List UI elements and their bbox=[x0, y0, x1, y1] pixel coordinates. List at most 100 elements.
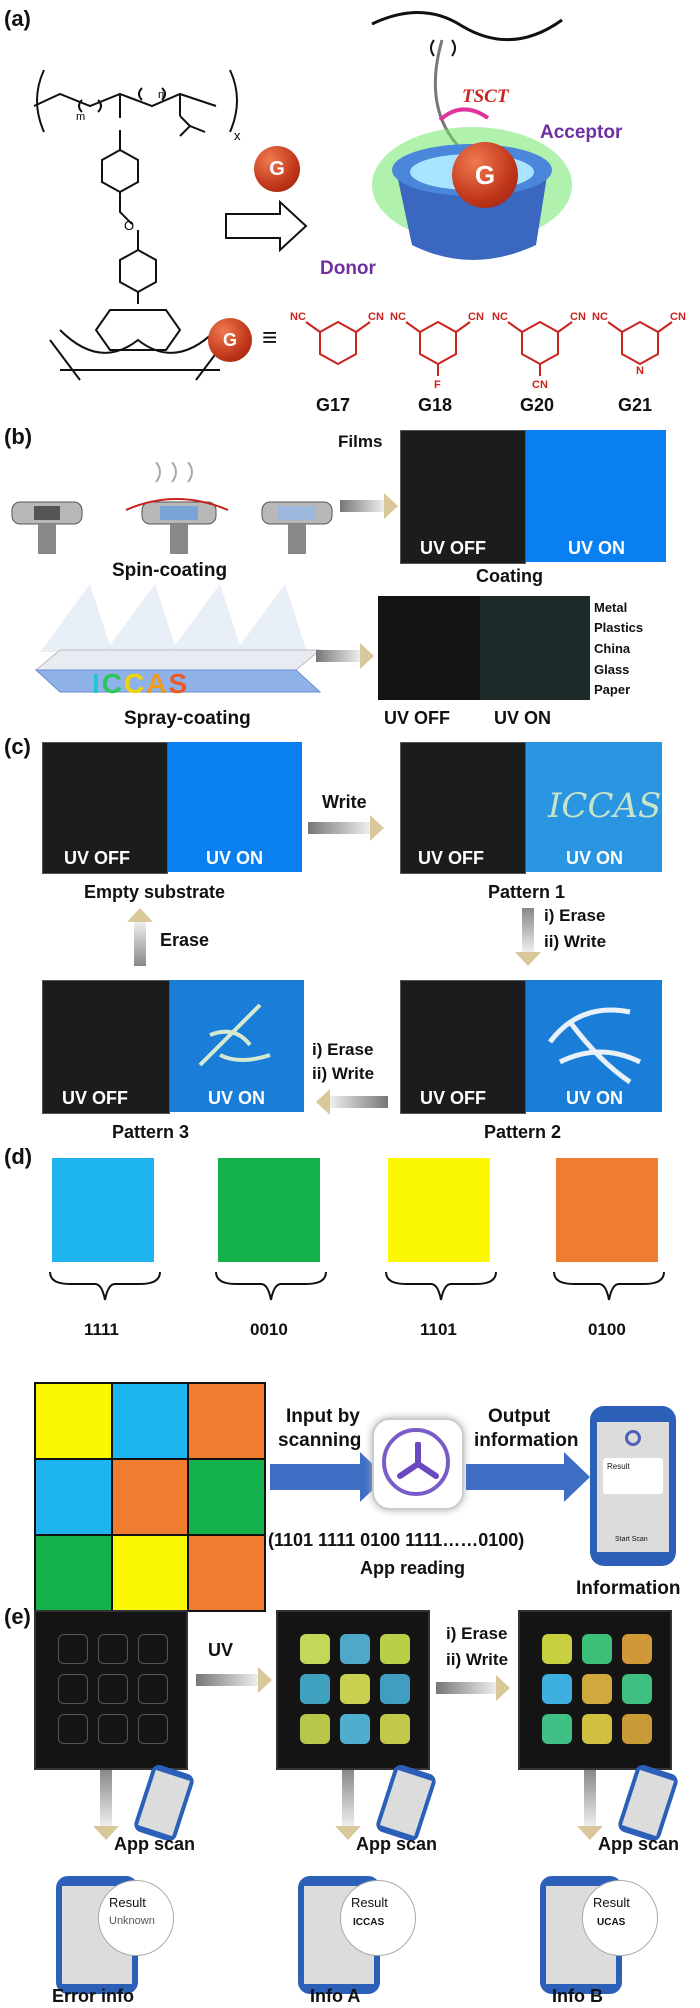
grid-cell bbox=[112, 1384, 188, 1458]
guest-label-g17: G17 bbox=[316, 395, 351, 415]
arrow-scan-3 bbox=[577, 1770, 603, 1840]
arrow-write bbox=[308, 815, 384, 841]
sub-n: n bbox=[158, 89, 164, 101]
arrow-to-pattern3 bbox=[316, 1089, 388, 1115]
guest-structures: NC CN NC CN F NC CN CN NC CN N bbox=[290, 311, 686, 391]
input-by-label: Input by bbox=[286, 1406, 360, 1427]
grid-cell bbox=[112, 1460, 188, 1534]
grid-cell bbox=[36, 1536, 111, 1610]
grid-cell bbox=[340, 1674, 370, 1704]
grid-cell bbox=[58, 1714, 88, 1744]
output-label: Output bbox=[488, 1406, 551, 1427]
pattern1-uv-on-label: UV ON bbox=[566, 848, 624, 868]
spray-coating-label: Spray-coating bbox=[124, 708, 251, 729]
pattern1-label: Pattern 1 bbox=[488, 882, 566, 902]
film-uv-on-label: UV ON bbox=[568, 538, 626, 558]
pattern-info-b-panel bbox=[518, 1610, 672, 1770]
grid-cell bbox=[189, 1536, 264, 1610]
write-label: Write bbox=[322, 792, 367, 812]
g20-cn-bottom: CN bbox=[532, 379, 548, 391]
grid-cell bbox=[98, 1674, 128, 1704]
pattern3-uv-on-label: UV ON bbox=[208, 1088, 266, 1108]
pattern1-drawing: ICCAS bbox=[548, 786, 662, 826]
info-phone-screen: Result Start Scan bbox=[597, 1422, 669, 1552]
grid-cell bbox=[36, 1384, 111, 1458]
phone-start-scan[interactable]: Start Scan bbox=[615, 1536, 648, 1543]
color-square-orange bbox=[556, 1158, 658, 1262]
pattern-info-a-panel bbox=[276, 1610, 430, 1770]
arrow-scan-1 bbox=[93, 1770, 119, 1840]
result-value-ucas: UCAS bbox=[597, 1917, 626, 1928]
pattern2-label: Pattern 2 bbox=[484, 1122, 562, 1142]
g17-nc: NC bbox=[290, 311, 306, 323]
braces bbox=[49, 1271, 665, 1301]
grid-cell bbox=[582, 1674, 612, 1704]
g18-nc: NC bbox=[390, 311, 406, 323]
grid-cell bbox=[622, 1634, 652, 1664]
app-logo bbox=[372, 1418, 464, 1510]
film-uv-off bbox=[400, 430, 526, 564]
grid-cell bbox=[98, 1634, 128, 1664]
panel-label-e: (e) bbox=[4, 1604, 31, 1629]
substrate-paper: Paper bbox=[594, 682, 631, 697]
grid-cell bbox=[98, 1714, 128, 1744]
guest-legend-ball: G bbox=[208, 318, 252, 362]
color-square-green bbox=[218, 1158, 320, 1262]
grid-cell bbox=[189, 1460, 264, 1534]
code-0100: 0100 bbox=[588, 1320, 626, 1339]
grid-cell bbox=[138, 1634, 168, 1664]
substrate-glass: Glass bbox=[594, 662, 630, 677]
g17-cn: CN bbox=[368, 311, 384, 323]
film-uv-off-label: UV OFF bbox=[420, 538, 486, 558]
write-ii-label-1: ii) Write bbox=[544, 932, 607, 951]
substrate-uv-on-strip bbox=[480, 596, 590, 700]
pattern3-drawing bbox=[198, 1003, 271, 1067]
guest-label-g18: G18 bbox=[418, 395, 453, 415]
g21-n: N bbox=[636, 365, 644, 377]
cell-grid-dark bbox=[58, 1634, 168, 1744]
grid-cell bbox=[58, 1634, 88, 1664]
grid-cell bbox=[582, 1714, 612, 1744]
color-square-yellow bbox=[388, 1158, 490, 1262]
cell-grid-b bbox=[542, 1634, 652, 1744]
films-label: Films bbox=[338, 432, 383, 451]
g18-cn: CN bbox=[468, 311, 484, 323]
arrow-uv bbox=[196, 1667, 272, 1693]
acceptor-label: Acceptor bbox=[540, 122, 623, 143]
g21-nc: NC bbox=[592, 311, 608, 323]
guest-ball: G bbox=[254, 146, 300, 192]
oxygen-label: O bbox=[124, 218, 134, 233]
grid-cell bbox=[622, 1674, 652, 1704]
panel-label-d: (d) bbox=[4, 1144, 33, 1169]
substrate-uv-off-label: UV OFF bbox=[384, 708, 450, 728]
arrow-erase-write-down bbox=[515, 908, 541, 966]
pattern-uv-off-panel bbox=[34, 1610, 188, 1770]
pattern1-uv-off bbox=[400, 742, 526, 874]
scanning-phone-1 bbox=[132, 1762, 196, 1844]
arrow-spin-to-film bbox=[340, 493, 398, 519]
info-b-label: Info B bbox=[552, 1986, 603, 2006]
scanning-phone-1-screen bbox=[137, 1769, 191, 1837]
scanning-phone-3 bbox=[616, 1762, 680, 1844]
spin-coating-drawing bbox=[11, 462, 333, 554]
erase-label: Erase bbox=[160, 930, 210, 950]
substrate-uv-on-label: UV ON bbox=[494, 708, 552, 728]
spray-letter-c2: C bbox=[124, 668, 147, 699]
arrow-spray-to-substrates bbox=[316, 643, 374, 669]
write-e-label: ii) Write bbox=[446, 1650, 509, 1669]
phone-logo-icon bbox=[625, 1430, 641, 1446]
empty-uv-off bbox=[42, 742, 168, 874]
result-circle-error: Result Unknown bbox=[98, 1880, 174, 1956]
app-logo-ring bbox=[382, 1428, 450, 1496]
empty-uv-off-label: UV OFF bbox=[64, 848, 130, 868]
grid-cell bbox=[542, 1714, 572, 1744]
info-a-label: Info A bbox=[310, 1986, 361, 2006]
result-label-b: Result bbox=[593, 1895, 630, 1910]
spray-letter-a: A bbox=[146, 668, 169, 699]
pattern2-uv-off bbox=[400, 980, 526, 1114]
equiv-sign: ≡ bbox=[262, 322, 278, 352]
erase-i-label-2: i) Erase bbox=[312, 1040, 374, 1059]
erase-e-label: i) Erase bbox=[446, 1624, 508, 1643]
tsct-label: TSCT bbox=[462, 86, 509, 107]
grid-cell bbox=[622, 1714, 652, 1744]
